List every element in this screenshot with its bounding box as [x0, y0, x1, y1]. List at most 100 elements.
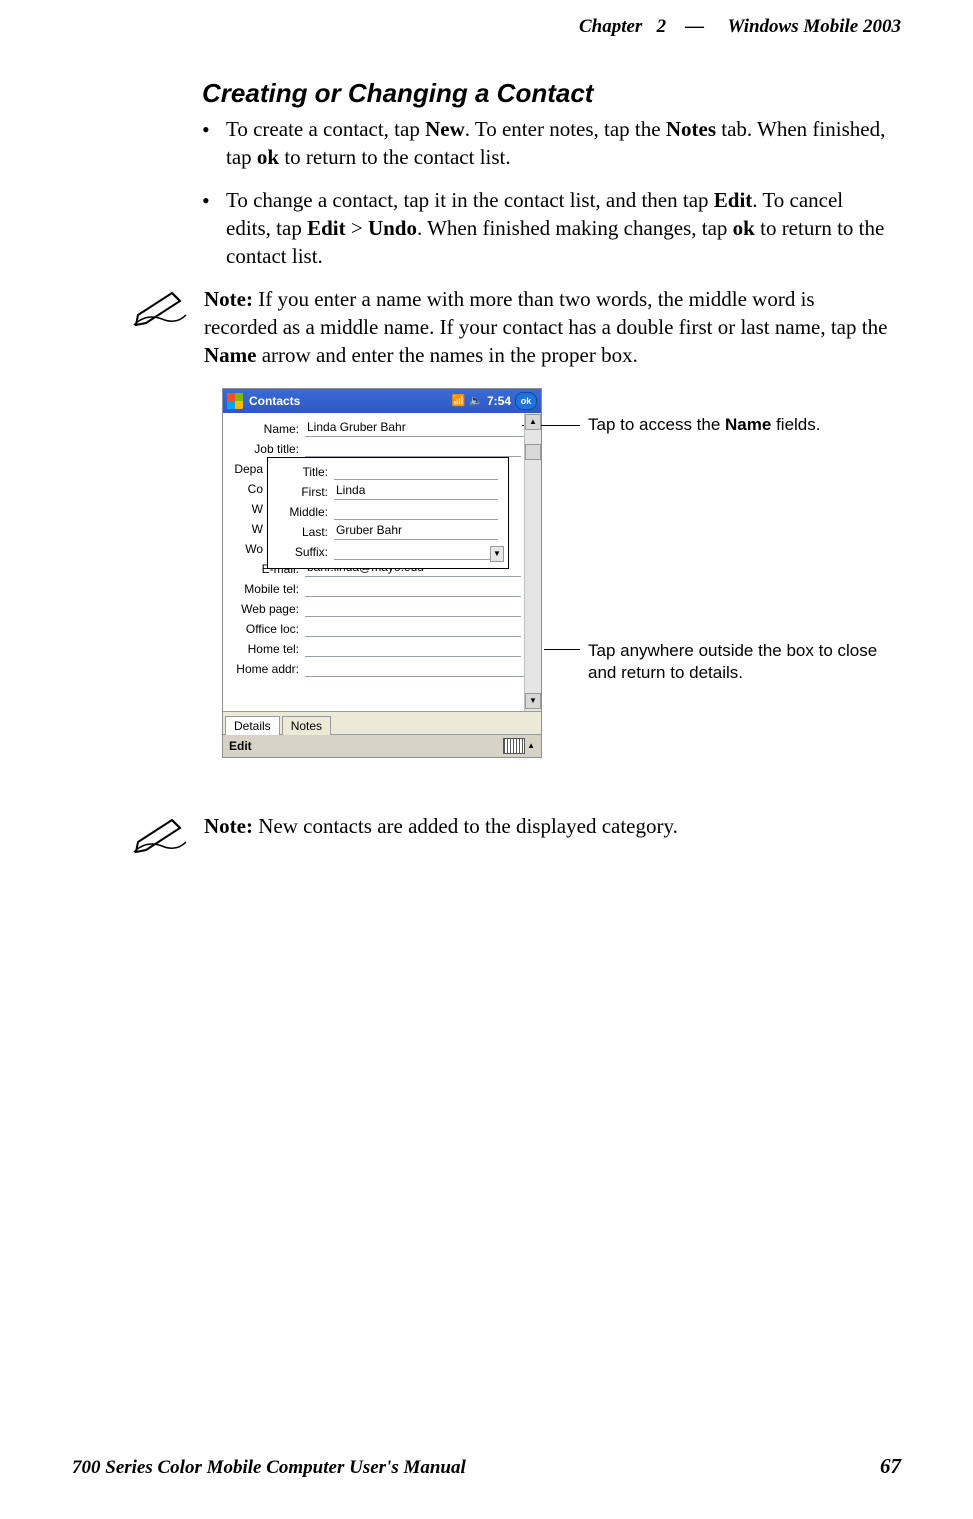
- name-field[interactable]: Linda Gruber Bahr: [305, 420, 527, 437]
- field-label: Middle:: [280, 505, 334, 519]
- callout-text: Tap to access the: [588, 415, 725, 434]
- chapter-label: Chapter: [579, 16, 642, 37]
- field-row: Job title:: [223, 439, 541, 459]
- middle-field[interactable]: [334, 503, 498, 520]
- mobiletel-field[interactable]: [305, 580, 521, 597]
- header-sep-space2: [709, 16, 723, 37]
- bold-term: Name: [725, 415, 771, 434]
- field-row: Mobile tel:: [223, 579, 541, 599]
- header-separator: —: [685, 16, 704, 37]
- edit-menu[interactable]: Edit: [229, 739, 252, 753]
- bold-term: Name: [204, 343, 256, 367]
- field-label: W: [229, 502, 269, 516]
- last-field[interactable]: Gruber Bahr: [334, 523, 498, 540]
- field-label: Depa: [229, 462, 269, 476]
- field-row: Office loc:: [223, 619, 541, 639]
- running-footer: 700 Series Color Mobile Computer User's …: [72, 1454, 901, 1479]
- suffix-field[interactable]: [334, 543, 498, 560]
- sip-toggle[interactable]: ▲: [503, 738, 535, 754]
- note-body: If you enter a name with more than two w…: [204, 287, 887, 339]
- bullet-item: To change a contact, tap it in the conta…: [202, 186, 891, 271]
- field-row: Web page:: [223, 599, 541, 619]
- field-row: Home addr: ▼: [223, 659, 541, 679]
- popup-row: Suffix:: [274, 542, 502, 562]
- field-label: Web page:: [229, 602, 305, 616]
- start-icon[interactable]: [227, 393, 243, 409]
- tabs: Details Notes: [223, 711, 541, 734]
- bold-term: Notes: [666, 117, 716, 141]
- field-label: First:: [280, 485, 334, 499]
- homeaddr-field[interactable]: [305, 660, 527, 677]
- tab-notes[interactable]: Notes: [282, 716, 331, 735]
- system-tray: 📶 🔈 7:54 ok: [452, 392, 537, 410]
- bullet-text: To create a contact, tap: [226, 117, 425, 141]
- name-popup: Title: First: Linda Middle: Last:: [267, 457, 509, 569]
- bold-term: ok: [733, 216, 755, 240]
- section-title: Creating or Changing a Contact: [202, 78, 891, 109]
- note-label: Note:: [204, 287, 253, 311]
- note-block: Note: If you enter a name with more than…: [202, 285, 891, 370]
- bold-term: Edit: [714, 188, 753, 212]
- bullet-text: >: [346, 216, 368, 240]
- header-sep-space1: [671, 16, 681, 37]
- chapter-number: 2: [657, 16, 667, 37]
- header-title: Windows Mobile 2003: [728, 16, 902, 37]
- field-label: Name:: [229, 422, 305, 436]
- bold-term: Edit: [307, 216, 346, 240]
- scroll-up-button[interactable]: ▲: [525, 414, 541, 430]
- keyboard-icon[interactable]: [503, 738, 525, 754]
- field-label: Wo: [229, 542, 269, 556]
- webpage-field[interactable]: [305, 600, 521, 617]
- bullet-list: To create a contact, tap New. To enter n…: [202, 115, 891, 271]
- field-label: Home addr:: [229, 662, 305, 676]
- officeloc-field[interactable]: [305, 620, 521, 637]
- ok-button[interactable]: ok: [515, 392, 537, 410]
- clock[interactable]: 7:54: [487, 394, 511, 408]
- bullet-text: to return to the contact list.: [279, 145, 511, 169]
- note-block: Note: New contacts are added to the disp…: [202, 812, 891, 856]
- field-label: Title:: [280, 465, 334, 479]
- page: Chapter 2 — Windows Mobile 2003 Creating…: [0, 0, 973, 1519]
- first-field[interactable]: Linda: [334, 483, 498, 500]
- speaker-icon[interactable]: 🔈: [469, 394, 483, 407]
- tab-details[interactable]: Details: [225, 716, 280, 735]
- callout-text: fields.: [771, 415, 820, 434]
- note-body: New contacts are added to the displayed …: [253, 814, 678, 838]
- menubar: Edit ▲: [223, 734, 541, 757]
- leader-line: [544, 649, 580, 650]
- note-body: arrow and enter the names in the proper …: [256, 343, 637, 367]
- signal-icon[interactable]: 📶: [452, 394, 466, 407]
- scroll-down-button[interactable]: ▼: [525, 693, 541, 709]
- bold-term: New: [425, 117, 465, 141]
- callout-close-popup: Tap anywhere outside the box to close an…: [588, 640, 888, 684]
- note-text: Note: New contacts are added to the disp…: [204, 812, 678, 840]
- bullet-text: . To enter notes, tap the: [465, 117, 666, 141]
- bullet-text: To change a contact, tap it in the conta…: [226, 188, 714, 212]
- field-label: Job title:: [229, 442, 305, 456]
- screenshot-with-callouts: Contacts 📶 🔈 7:54 ok ▲ ▼ N: [222, 388, 891, 758]
- form-body: ▲ ▼ Name: Linda Gruber Bahr ▼ Job title:: [223, 413, 541, 711]
- running-header: Chapter 2 — Windows Mobile 2003: [72, 16, 901, 38]
- field-label: Office loc:: [229, 622, 305, 636]
- scrollbar[interactable]: ▲ ▼: [524, 413, 541, 711]
- note-text: Note: If you enter a name with more than…: [204, 285, 891, 370]
- suffix-dropdown-arrow[interactable]: ▼: [490, 546, 504, 562]
- note-icon: [132, 285, 188, 329]
- title-field[interactable]: [334, 463, 498, 480]
- field-label: Mobile tel:: [229, 582, 305, 596]
- bold-term: ok: [257, 145, 279, 169]
- titlebar: Contacts 📶 🔈 7:54 ok: [223, 389, 541, 413]
- scroll-thumb[interactable]: [525, 444, 541, 460]
- popup-row: Middle:: [274, 502, 502, 522]
- popup-row: First: Linda: [274, 482, 502, 502]
- popup-row: Title:: [274, 462, 502, 482]
- spacer: [202, 768, 891, 808]
- content-column: Creating or Changing a Contact To create…: [202, 78, 891, 856]
- bullet-item: To create a contact, tap New. To enter n…: [202, 115, 891, 172]
- sip-arrow-icon[interactable]: ▲: [527, 741, 535, 750]
- hometel-field[interactable]: [305, 640, 521, 657]
- jobtitle-field[interactable]: [305, 440, 521, 457]
- bullet-text: . When finished making changes, tap: [417, 216, 733, 240]
- field-label: Co: [229, 482, 269, 496]
- field-label: Suffix:: [280, 545, 334, 559]
